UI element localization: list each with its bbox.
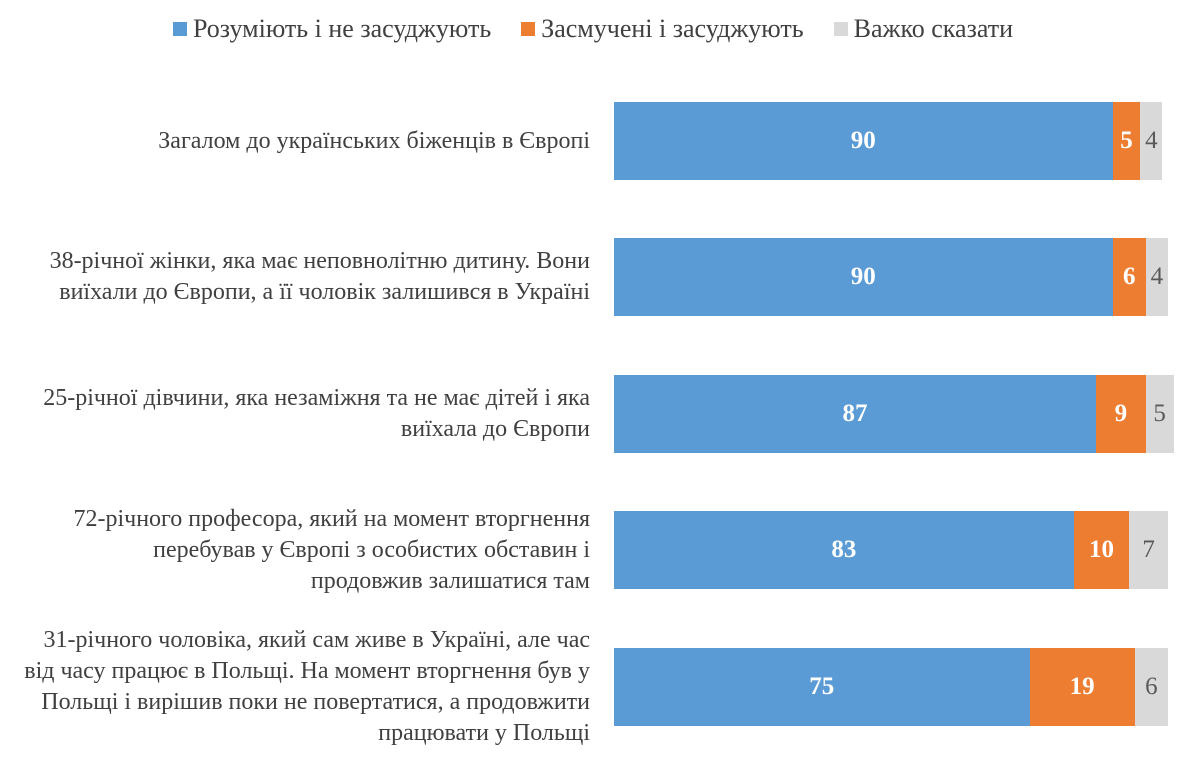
legend-label: Засмучені і засуджують	[541, 14, 804, 43]
data-label: 75	[809, 673, 835, 700]
bar-segment-unsure: 4	[1145, 238, 1168, 316]
legend-swatch	[172, 22, 187, 36]
data-label: 19	[1069, 673, 1095, 700]
bar-segment-condemn: 9	[1095, 375, 1146, 453]
bar-segment-unsure: 6	[1134, 648, 1168, 726]
bar-segment-understand: 83	[614, 511, 1074, 589]
category-label: 38-річної жінки, яка має неповнолітню ди…	[49, 248, 590, 305]
data-label: 4	[1145, 127, 1158, 154]
data-label: 87	[842, 400, 868, 427]
data-label: 6	[1145, 673, 1158, 700]
legend-swatch	[521, 22, 536, 36]
bar-segment-condemn: 10	[1073, 511, 1130, 589]
category-label: 72-річного професора, який на момент вто…	[73, 505, 590, 594]
data-label: 4	[1150, 263, 1164, 290]
bar-segment-understand: 75	[614, 648, 1030, 726]
data-label: 90	[850, 263, 876, 290]
chart-legend: Розуміють і не засуджують Засмучені і зас…	[0, 14, 1186, 44]
data-label: 5	[1120, 127, 1133, 154]
legend-item-condemn: Засмучені і засуджують	[521, 14, 804, 44]
data-label: 5	[1153, 400, 1166, 427]
legend-label: Важко сказати	[853, 14, 1013, 43]
data-label: 9	[1114, 400, 1128, 427]
data-label: 10	[1089, 536, 1114, 563]
data-label: 6	[1122, 263, 1136, 290]
bar-segment-condemn: 6	[1112, 238, 1146, 316]
bar-segment-unsure: 7	[1129, 511, 1168, 589]
legend-swatch	[833, 22, 848, 36]
data-label: 7	[1142, 536, 1155, 563]
data-label: 83	[831, 536, 857, 563]
data-label: 90	[850, 127, 876, 154]
bar-segment-condemn: 19	[1029, 648, 1135, 726]
bar-segment-unsure: 4	[1140, 102, 1163, 180]
bar-segment-condemn: 5	[1112, 102, 1141, 180]
bar-segment-understand: 90	[614, 102, 1113, 180]
legend-label: Розуміють і не засуджують	[192, 14, 492, 43]
bar-segment-understand: 90	[614, 238, 1113, 316]
legend-item-unsure: Важко сказати	[833, 14, 1013, 44]
category-label: 31-річного чоловіка, який сам живе в Укр…	[24, 627, 590, 746]
bar-segment-understand: 87	[614, 375, 1096, 453]
category-label: 25-річної дівчини, яка незаміжня та не м…	[43, 385, 590, 442]
category-label: Загалом до українських біженців в Європі	[158, 127, 590, 154]
legend-item-understand: Розуміють і не засуджують	[172, 14, 492, 44]
bar-segment-unsure: 5	[1145, 375, 1174, 453]
